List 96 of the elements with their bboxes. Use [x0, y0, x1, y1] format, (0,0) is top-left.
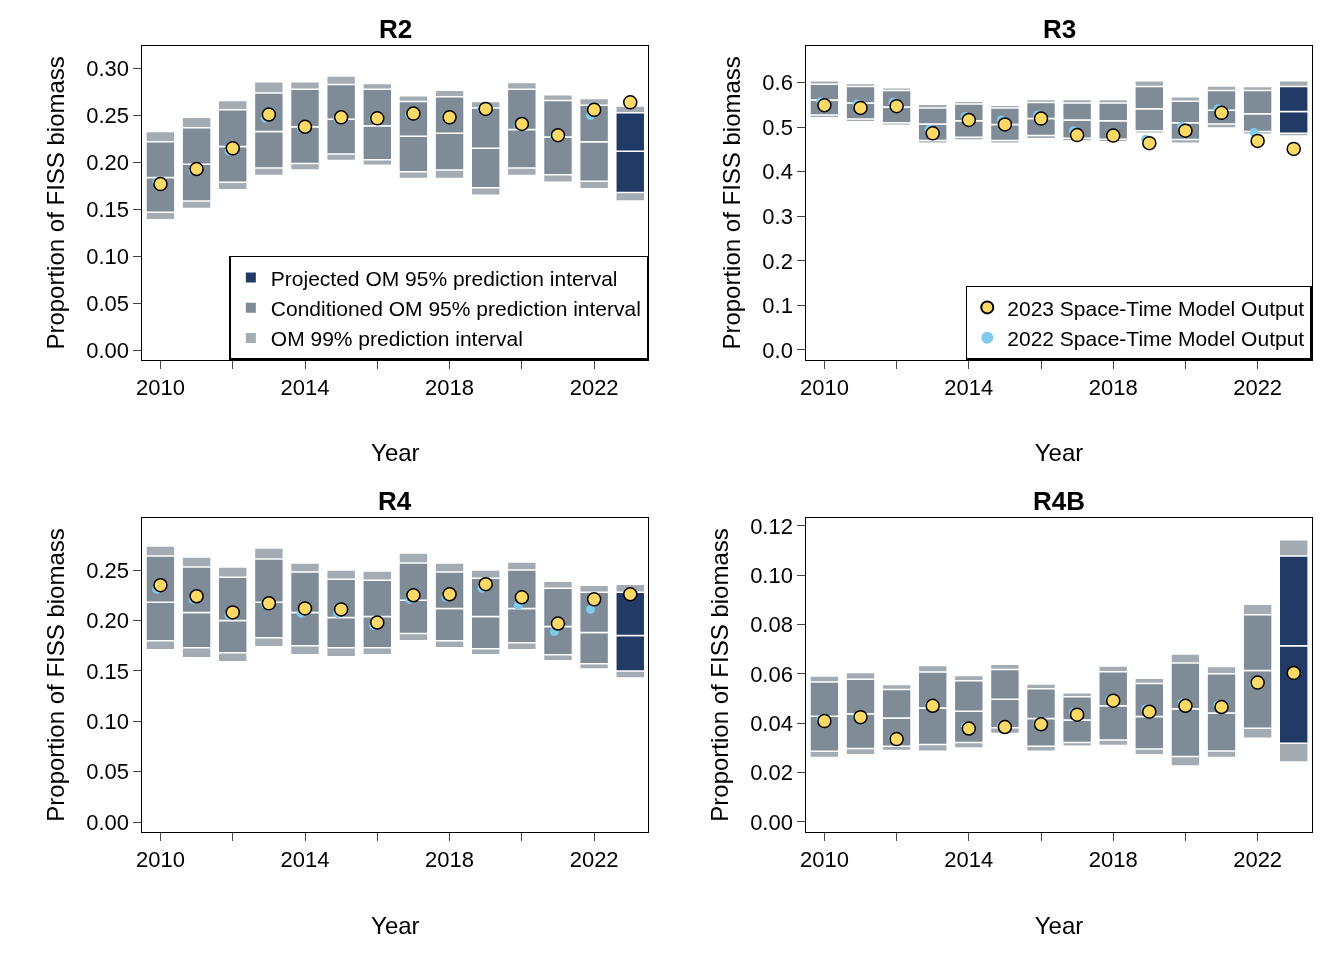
y-tick-label: 0.2 — [762, 248, 793, 274]
point — [586, 592, 602, 607]
y-tick-label: 0.00 — [86, 809, 129, 835]
x-tick-label: 2018 — [1088, 375, 1138, 401]
point — [406, 588, 421, 603]
point — [370, 615, 385, 630]
y-tick-label: 0.10 — [86, 708, 129, 734]
y-tick-label: 0.15 — [86, 658, 129, 684]
y-tick-label: 0.30 — [86, 56, 129, 82]
point — [623, 95, 638, 110]
chart-title: R2 — [379, 14, 413, 44]
y-axis-title: Proportion of FISS biomass — [706, 528, 734, 822]
chart-title: R3 — [1043, 14, 1077, 44]
x-tick-label: 2014 — [280, 847, 330, 873]
y-tick-label: 0.25 — [86, 557, 129, 583]
point — [550, 127, 566, 143]
chart-title: R4B — [1033, 486, 1086, 516]
x-tick-label: 2014 — [280, 375, 330, 401]
point — [225, 605, 240, 620]
point — [370, 111, 385, 126]
y-tick-label: 0.12 — [750, 513, 793, 539]
legend-label: Conditioned OM 95% prediction interval — [270, 296, 641, 320]
x-tick-label: 2022 — [569, 375, 619, 401]
point — [817, 713, 832, 729]
x-axis-title: Year — [371, 911, 420, 939]
point — [997, 719, 1013, 735]
x-tick-label: 2010 — [799, 847, 849, 873]
x-axis-title: Year — [371, 439, 420, 467]
point — [586, 604, 595, 614]
point — [1250, 133, 1265, 149]
y-tick-label: 0.20 — [86, 150, 129, 176]
x-tick-label: 2014 — [944, 375, 994, 401]
y-tick-label: 0.5 — [762, 114, 793, 140]
y-tick-label: 0.1 — [762, 293, 793, 319]
point — [1105, 693, 1121, 708]
x-tick-label: 2018 — [425, 847, 475, 873]
y-tick-label: 0.3 — [762, 203, 793, 229]
y-axis-title: Proportion of FISS biomass — [42, 56, 70, 350]
y-axis-title: Proportion of FISS biomass — [718, 56, 746, 350]
point — [333, 602, 349, 617]
point — [925, 698, 940, 714]
point — [1033, 717, 1049, 732]
point — [586, 102, 602, 118]
y-tick-label: 0.10 — [86, 244, 129, 270]
x-axis-title: Year — [1034, 439, 1084, 467]
x-tick-label: 2018 — [425, 375, 475, 401]
x-tick-label: 2010 — [135, 847, 185, 873]
y-axis-title: Proportion of FISS biomass — [42, 528, 70, 822]
y-tick-label: 0.10 — [750, 563, 793, 589]
point — [1142, 135, 1157, 151]
y-tick-label: 0.00 — [86, 338, 129, 364]
legend-label: OM 99% prediction interval — [270, 327, 523, 351]
legend-label: 2022 Space-Time Model Output — [1007, 326, 1305, 350]
x-tick-label: 2022 — [569, 847, 619, 873]
point — [514, 116, 530, 132]
y-tick-label: 0.4 — [762, 159, 793, 185]
y-tick-label: 0.08 — [750, 612, 793, 638]
point — [189, 161, 204, 177]
y-tick-label: 0.00 — [750, 809, 793, 835]
y-tick-label: 0.05 — [86, 759, 129, 785]
x-tick-label: 2022 — [1233, 847, 1283, 873]
x-tick-label: 2022 — [1233, 375, 1283, 401]
point — [1250, 675, 1265, 690]
x-tick-label: 2010 — [135, 375, 185, 401]
y-tick-label: 0.04 — [750, 711, 793, 737]
point — [853, 709, 868, 725]
point — [478, 101, 493, 117]
point — [550, 616, 566, 631]
point — [1214, 699, 1229, 715]
legend-label: Projected OM 95% prediction interval — [270, 266, 618, 290]
y-tick-label: 0.20 — [86, 608, 129, 634]
point — [261, 596, 277, 611]
point — [623, 587, 638, 602]
y-tick-label: 0.0 — [762, 337, 793, 363]
point — [1142, 704, 1157, 719]
y-tick-label: 0.15 — [86, 197, 129, 223]
y-tick-label: 0.6 — [762, 70, 793, 96]
legend-label: 2023 Space-Time Model Output — [1007, 296, 1305, 320]
y-tick-label: 0.02 — [750, 760, 793, 786]
chart-title: R4 — [378, 486, 412, 516]
point — [478, 576, 493, 592]
y-tick-label: 0.06 — [750, 661, 793, 687]
x-tick-label: 2010 — [799, 375, 849, 401]
point — [225, 141, 240, 156]
y-tick-label: 0.25 — [86, 103, 129, 129]
x-tick-label: 2018 — [1088, 847, 1138, 873]
x-axis-title: Year — [1034, 911, 1084, 939]
point — [153, 176, 168, 192]
point — [1286, 141, 1301, 157]
point — [297, 119, 313, 135]
y-tick-label: 0.05 — [86, 291, 129, 317]
point — [1178, 698, 1193, 714]
point — [333, 110, 349, 125]
point — [297, 601, 313, 616]
x-tick-label: 2014 — [944, 847, 994, 873]
point — [1286, 665, 1301, 681]
